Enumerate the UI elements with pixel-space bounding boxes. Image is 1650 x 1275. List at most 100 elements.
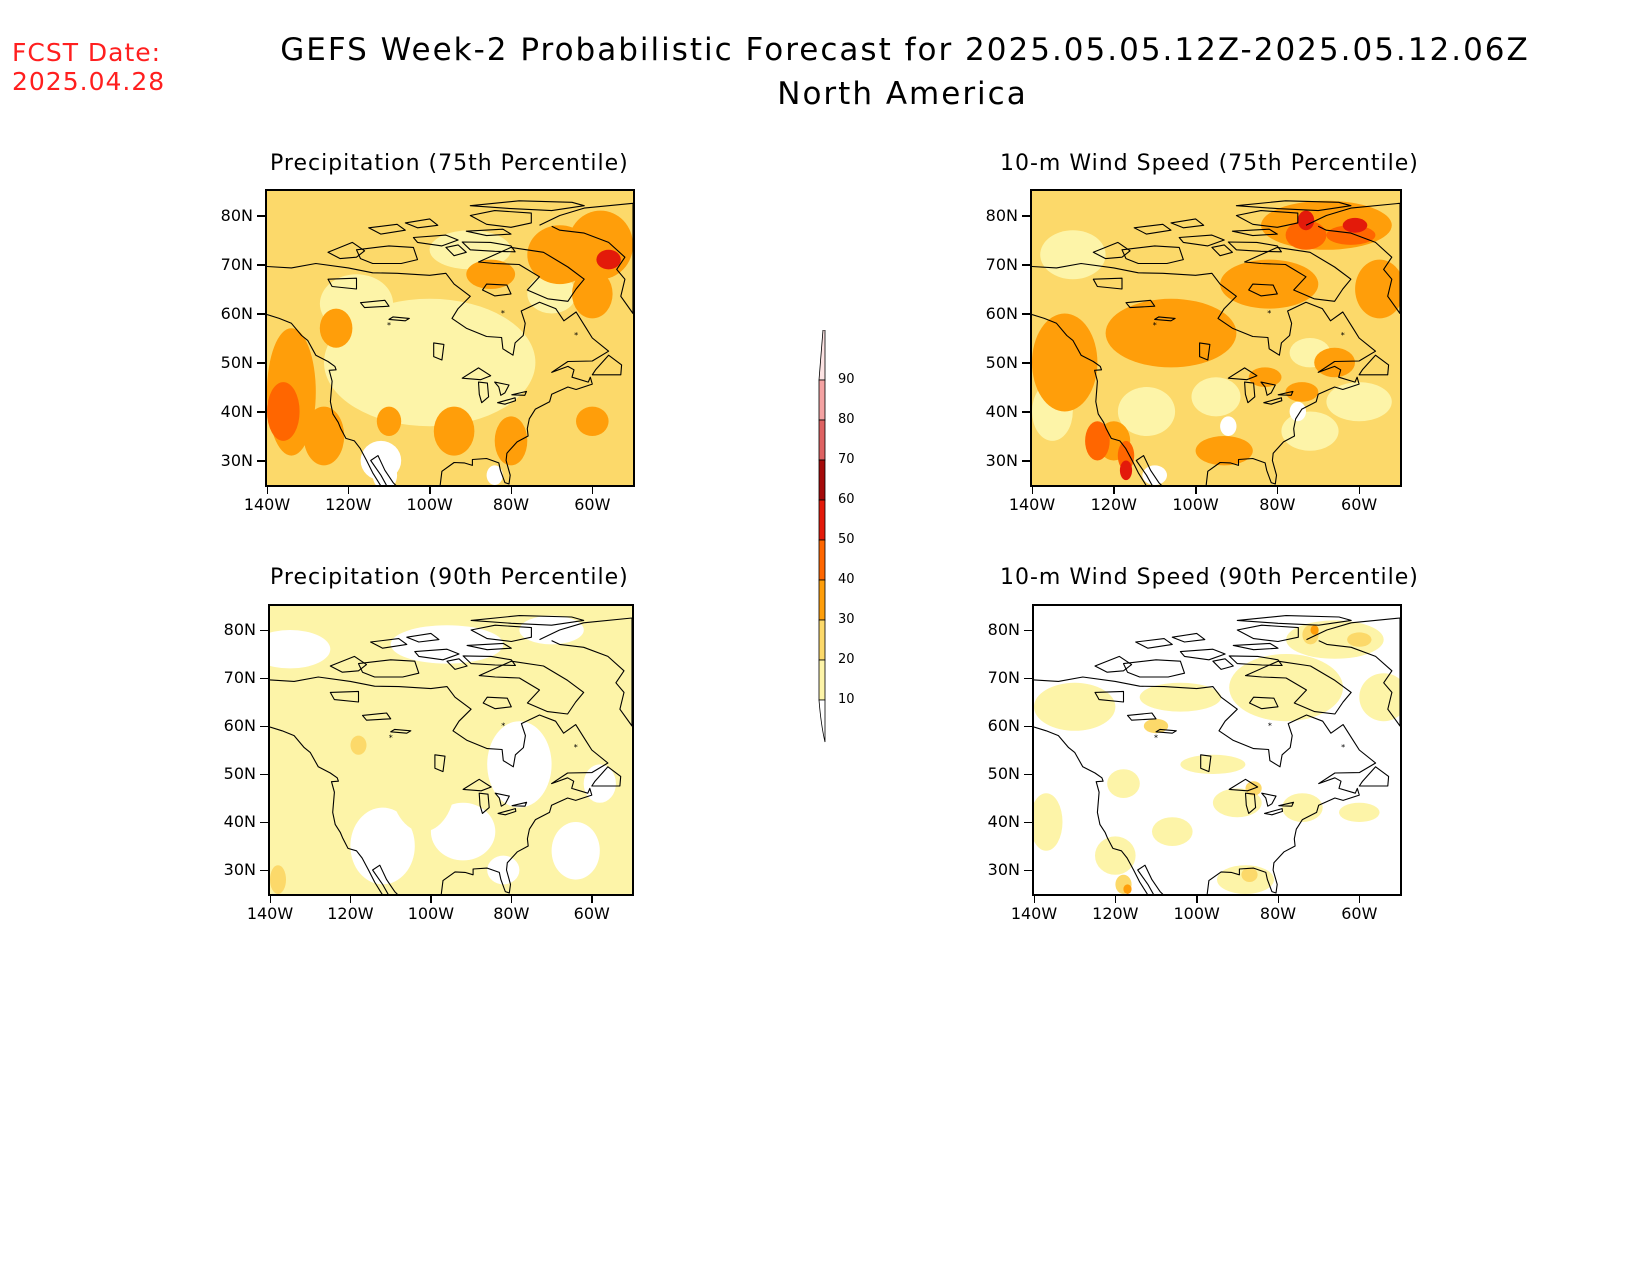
- panel-title: 10-m Wind Speed (75th Percentile): [1000, 151, 1419, 176]
- lat-tick: [1024, 869, 1032, 871]
- island-coastline: [1133, 223, 1172, 235]
- lat-tick: [257, 362, 265, 364]
- greenland-coastline: [539, 617, 632, 727]
- island-coastline: [1092, 241, 1131, 260]
- colorbar-bottom-cap: [818, 699, 826, 743]
- probability-contour: [1355, 259, 1400, 319]
- probability-contour: [1119, 460, 1133, 481]
- lat-tick: [1024, 773, 1032, 775]
- lat-tick: [257, 411, 265, 413]
- lon-label: 100W: [407, 904, 455, 923]
- lon-label: 140W: [246, 904, 294, 923]
- probability-contour: [1191, 377, 1241, 417]
- probability-contour: [1342, 217, 1368, 233]
- lat-tick: [1024, 821, 1032, 823]
- probability-contour: [1289, 401, 1306, 422]
- lat-label: 50N: [220, 352, 253, 372]
- probability-contour: [350, 735, 367, 755]
- probability-contour: [1248, 367, 1282, 387]
- colorbar-segment: [818, 539, 826, 581]
- lake-outline: [434, 754, 446, 773]
- probability-contour: [1034, 793, 1063, 851]
- lon-tick: [591, 487, 594, 494]
- probability-contour: [1105, 298, 1237, 368]
- island-coastline: [445, 244, 467, 257]
- greenland-coastline: [1305, 202, 1400, 315]
- lat-label: 80N: [987, 620, 1020, 639]
- lake-outline: [329, 690, 360, 703]
- lat-tick: [257, 313, 265, 315]
- lon-tick: [1196, 896, 1198, 903]
- island-coastline: [1358, 354, 1390, 376]
- greenland-coastline: [1306, 617, 1400, 727]
- island-coastline: [477, 246, 585, 302]
- lake-outline: [511, 390, 528, 396]
- panel-title: 10-m Wind Speed (90th Percentile): [1000, 565, 1419, 590]
- island-marker: *: [389, 733, 393, 742]
- map-svg: * * *: [1032, 191, 1400, 485]
- lake-outline: [1125, 299, 1156, 309]
- lat-tick: [1022, 411, 1030, 413]
- island-coastline: [1248, 696, 1279, 710]
- fcst-date-label: FCST Date:: [12, 38, 162, 67]
- lat-label: 80N: [223, 620, 256, 639]
- probability-contour: [1107, 769, 1140, 798]
- island-coastline: [404, 218, 439, 229]
- lake-outline: [478, 792, 490, 814]
- probability-contour: [376, 406, 402, 436]
- lon-tick: [510, 487, 512, 494]
- lake-outline: [1126, 712, 1157, 721]
- lake-outline: [390, 728, 412, 734]
- probability-contour: [572, 269, 613, 319]
- colorbar-label: 80: [838, 412, 855, 427]
- lon-label: 60W: [574, 495, 611, 514]
- lon-label: 60W: [573, 904, 610, 923]
- lat-label: 60N: [987, 716, 1020, 735]
- probability-contour: [1282, 793, 1323, 822]
- lat-label: 30N: [220, 450, 253, 470]
- lon-label: 140W: [1010, 904, 1058, 923]
- colorbar-segment: [818, 379, 826, 421]
- probability-contour: [1034, 682, 1116, 731]
- colorbar-label: 20: [838, 652, 855, 667]
- lake-outline: [497, 808, 517, 816]
- probability-contour: [1095, 836, 1136, 875]
- lon-label: 60W: [1341, 495, 1378, 514]
- island-coastline: [1231, 228, 1278, 237]
- probability-contour: [487, 721, 552, 808]
- probability-contour: [519, 615, 584, 645]
- probability-contour: [1314, 347, 1355, 378]
- probability-contour: [1032, 313, 1098, 412]
- lake-outline: [494, 381, 510, 396]
- island-coastline: [1121, 245, 1184, 265]
- island-coastline: [1170, 218, 1205, 229]
- lat-tick: [260, 629, 268, 631]
- lon-tick: [1113, 487, 1115, 494]
- probability-contour: [303, 406, 345, 466]
- probability-contour: [576, 406, 609, 436]
- island-coastline: [591, 354, 623, 376]
- island-coastline: [1248, 283, 1278, 297]
- lake-outline: [327, 277, 358, 290]
- island-coastline: [1232, 642, 1279, 651]
- probability-contour: [324, 298, 536, 427]
- lake-outline: [494, 792, 510, 807]
- lat-label: 30N: [985, 450, 1018, 470]
- coastline: [1034, 676, 1377, 894]
- lat-tick: [1024, 677, 1032, 679]
- lake-outline: [497, 397, 517, 405]
- lon-label: 120W: [325, 495, 372, 514]
- lake-outline: [1264, 808, 1284, 816]
- lon-tick: [1358, 896, 1361, 903]
- lat-tick: [260, 773, 268, 775]
- island-coastline: [1227, 241, 1282, 253]
- island-marker: *: [574, 331, 578, 340]
- lon-label: 120W: [1092, 904, 1139, 923]
- lat-tick: [1024, 629, 1032, 631]
- lake-outline: [1244, 792, 1257, 814]
- lake-outline: [1244, 381, 1256, 404]
- map-svg: * * *: [1034, 606, 1400, 894]
- map-frame: * * *: [1032, 604, 1402, 896]
- lat-tick: [1024, 725, 1032, 727]
- probability-contour: [583, 764, 616, 803]
